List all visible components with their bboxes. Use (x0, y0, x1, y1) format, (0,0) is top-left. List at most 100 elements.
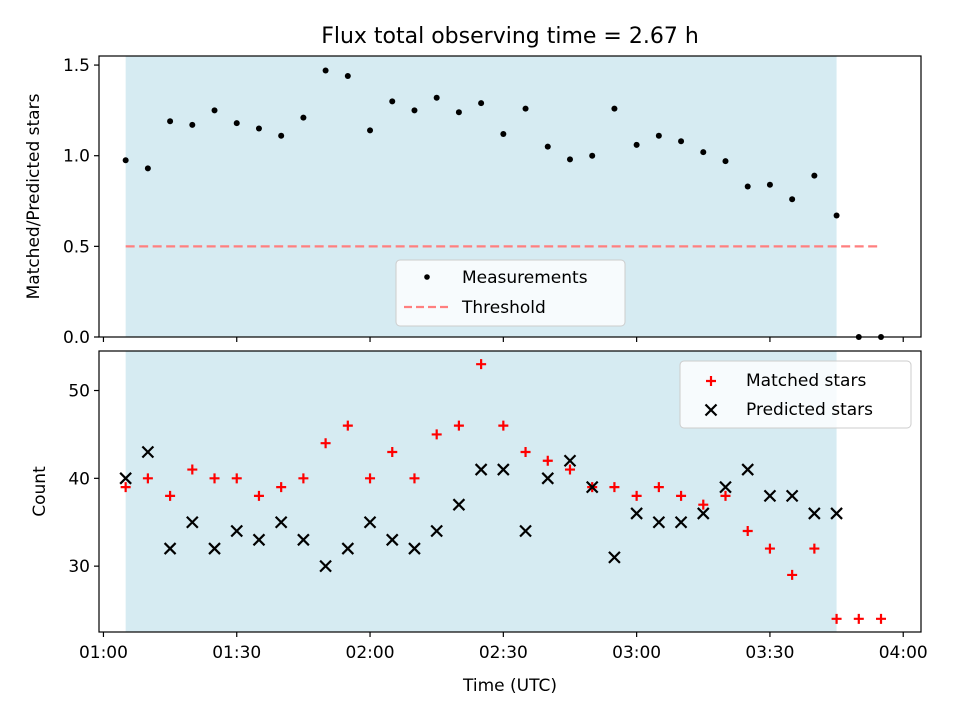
bottom-legend-box (679, 360, 912, 429)
predicted-star-point (674, 515, 688, 529)
predicted-star-point (585, 480, 599, 494)
x-axis-label: Time (UTC) (462, 676, 557, 696)
top-y-axis-label: Matched/Predicted stars (24, 93, 44, 299)
matched-star-point (831, 613, 842, 624)
measurement-point (544, 143, 551, 150)
predicted-star-point (741, 463, 754, 476)
x-tick-label: 01:00 (79, 643, 128, 663)
x-tick-label: 02:30 (479, 643, 528, 663)
measurement-point (344, 72, 351, 79)
matched-star-point (142, 473, 153, 484)
bottom-y-axis-label: Count (30, 466, 50, 517)
measurement-point (122, 157, 129, 164)
measurement-point (189, 121, 196, 128)
matched-star-point (320, 438, 331, 449)
matched-star-point (698, 499, 709, 510)
predicted-star-point (141, 445, 155, 459)
matched-star-point (742, 526, 753, 537)
predicted-star-point (541, 472, 555, 485)
bottom-y-tick-label: 50 (68, 382, 90, 402)
measurements-points (122, 67, 885, 340)
bottom-x-ticks: 01:00 01:30 02:00 02:30 03:00 03:30 04:00 (79, 632, 928, 663)
matched-star-point (542, 455, 553, 466)
predicted-stars-points (119, 445, 843, 573)
matched-star-point (120, 482, 131, 493)
matched-star-point (409, 473, 420, 484)
predicted-star-point (230, 524, 244, 538)
bottom-y-tick-label: 30 (68, 557, 90, 577)
top-y-tick-label: 1.5 (63, 56, 90, 76)
predicted-star-point (186, 515, 199, 529)
measurement-point (389, 98, 396, 105)
top-x-ticks (102, 337, 904, 342)
bottom-axes-frame (98, 350, 922, 633)
predicted-star-point (430, 524, 443, 538)
matched-star-point (631, 490, 642, 501)
matched-star-point (498, 420, 509, 431)
predicted-star-point (208, 542, 221, 555)
matched-star-point (387, 446, 398, 457)
measurement-point (478, 100, 485, 107)
measurement-point (522, 105, 529, 112)
measurement-point (833, 212, 840, 219)
x-tick-label: 03:30 (745, 643, 794, 663)
predicted-star-point (830, 507, 843, 520)
matched-star-point (809, 543, 820, 554)
predicted-star-point (408, 542, 421, 555)
measurement-point (500, 130, 507, 137)
measurement-point (433, 94, 440, 101)
predicted-star-point (252, 533, 266, 547)
measurement-point (167, 118, 174, 125)
measurement-point (589, 152, 596, 159)
measurement-point (367, 127, 374, 134)
top-y-tick-label: 0.0 (63, 328, 90, 348)
measurement-point (566, 156, 573, 163)
predicted-star-point (497, 463, 510, 476)
bottom-panel: 30 40 50 01:00 01:30 02:00 02:30 03:00 03:30 04:… (30, 350, 928, 696)
matched-star-point (431, 429, 442, 440)
measurement-point (455, 109, 462, 116)
predicted-star-point (474, 463, 488, 476)
bottom-legend: Matched stars Predicted stars (679, 360, 912, 429)
legend-matched-label: Matched stars (746, 371, 866, 391)
matched-star-point (276, 482, 287, 493)
matched-star-point (564, 464, 575, 475)
measurement-point (700, 149, 707, 156)
predicted-star-point (274, 515, 288, 529)
legend-predicted-label: Predicted stars (746, 400, 873, 420)
predicted-star-point (563, 454, 577, 468)
matched-star-point (231, 473, 242, 484)
matched-star-point (476, 359, 487, 370)
predicted-star-point (630, 507, 643, 520)
bottom-y-ticks: 30 40 50 (68, 382, 99, 577)
matched-star-point (653, 482, 664, 493)
measurement-point (744, 183, 751, 190)
x-tick-label: 02:00 (346, 643, 395, 663)
matched-star-point (342, 420, 353, 431)
measurement-point (722, 158, 729, 165)
predicted-star-point (363, 515, 377, 529)
measurement-point (811, 172, 818, 179)
top-y-tick-label: 1.0 (63, 147, 90, 167)
matched-star-point (253, 490, 264, 501)
legend-threshold-label: Threshold (461, 298, 546, 318)
matched-star-point (365, 473, 376, 484)
measurement-point (255, 125, 262, 132)
predicted-star-point (697, 507, 710, 520)
top-y-ticks: 0.0 0.5 1.0 1.5 (63, 56, 99, 348)
legend-measurements-marker (424, 274, 430, 280)
matched-star-point (764, 543, 775, 554)
x-tick-label: 01:30 (212, 643, 261, 663)
matched-star-point (453, 420, 464, 431)
measurement-point (300, 114, 307, 121)
top-panel: 0.0 0.5 1.0 1.5 Matched/Predicted stars Mea… (24, 55, 922, 348)
measurement-point (411, 107, 418, 114)
measurement-point (322, 67, 329, 74)
top-y-tick-label: 0.5 (63, 237, 90, 257)
predicted-star-point (808, 507, 821, 520)
measurement-point (144, 165, 151, 172)
predicted-star-point (519, 524, 532, 538)
matched-star-point (609, 482, 620, 493)
measurement-point (789, 196, 796, 203)
